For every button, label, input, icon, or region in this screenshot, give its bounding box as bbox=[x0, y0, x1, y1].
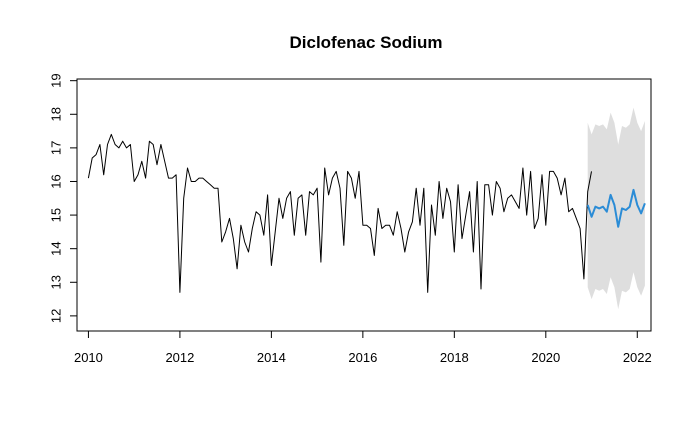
y-tick-label: 14 bbox=[49, 241, 64, 255]
series-layer bbox=[87, 133, 646, 293]
y-axis: 12 13 14 15 16 17 18 19 bbox=[49, 73, 78, 323]
x-tick-label: 2022 bbox=[623, 350, 652, 365]
y-tick-label: 13 bbox=[49, 275, 64, 289]
y-tick-label: 12 bbox=[49, 309, 64, 323]
history-line bbox=[87, 133, 592, 293]
x-tick-label: 2020 bbox=[531, 350, 560, 365]
forecast-interval-band bbox=[587, 107, 645, 310]
y-tick-label: 19 bbox=[49, 73, 64, 87]
x-axis: 2010 2012 2014 2016 2018 2020 2022 bbox=[74, 330, 652, 365]
y-tick-label: 15 bbox=[49, 208, 64, 222]
x-tick-label: 2014 bbox=[257, 350, 286, 365]
prediction-interval-layer bbox=[587, 107, 645, 310]
chart-title: Diclofenac Sodium bbox=[289, 33, 442, 52]
y-tick-label: 17 bbox=[49, 141, 64, 155]
y-tick-label: 18 bbox=[49, 107, 64, 121]
y-tick-label: 16 bbox=[49, 174, 64, 188]
plot-frame bbox=[76, 78, 652, 332]
x-tick-label: 2012 bbox=[165, 350, 194, 365]
x-tick-label: 2010 bbox=[74, 350, 103, 365]
x-tick-label: 2016 bbox=[348, 350, 377, 365]
forecast-line bbox=[586, 188, 646, 228]
x-tick-label: 2018 bbox=[440, 350, 469, 365]
